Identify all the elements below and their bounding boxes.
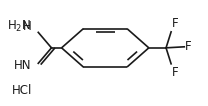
- Text: HN: HN: [14, 59, 31, 72]
- Text: H: H: [22, 20, 31, 33]
- Text: F: F: [185, 40, 192, 53]
- Text: F: F: [172, 66, 179, 79]
- Text: HCl: HCl: [12, 84, 32, 97]
- Text: F: F: [172, 17, 179, 30]
- Text: H$_2$N: H$_2$N: [7, 19, 31, 34]
